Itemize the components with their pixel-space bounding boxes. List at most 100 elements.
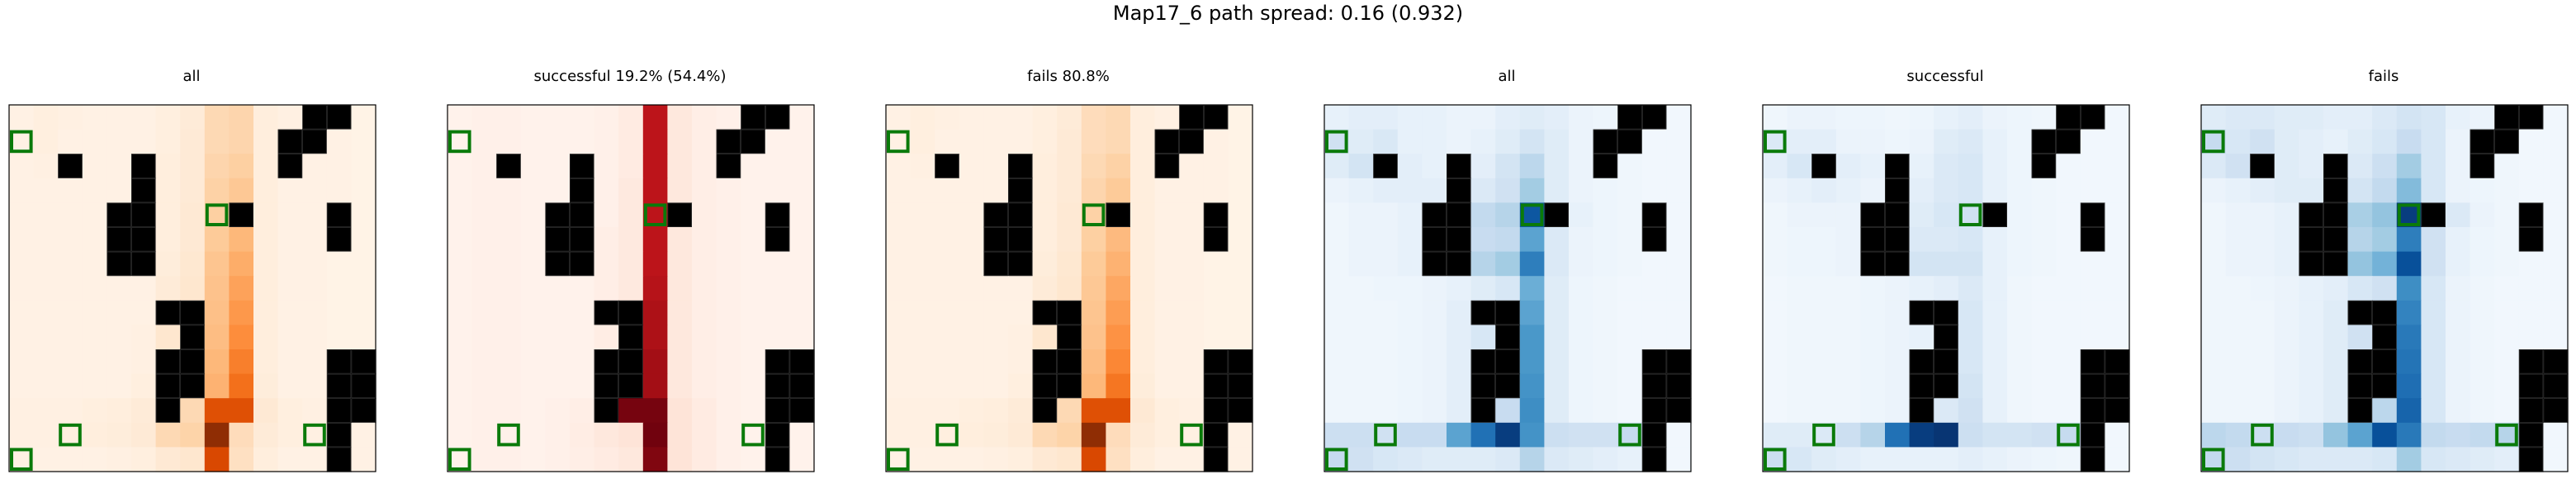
obstacle-cell — [618, 325, 644, 350]
heat-cell — [1835, 398, 1861, 424]
obstacle-edge — [765, 373, 790, 399]
heat-cell — [1835, 447, 1861, 472]
heat-cell — [180, 398, 206, 424]
heat-cell — [2469, 373, 2495, 399]
obstacle-edge — [1885, 202, 1910, 227]
heat-cell — [9, 300, 35, 325]
heat-cell — [58, 227, 83, 253]
heat-cell — [2372, 251, 2398, 277]
obstacle-cell — [1203, 202, 1229, 228]
heat-cell — [1934, 276, 1959, 301]
heat-cell — [1885, 276, 1911, 301]
heat-cell — [910, 349, 935, 375]
heat-cell — [741, 178, 766, 203]
obstacle-edge — [2323, 178, 2348, 203]
heat-cell — [1470, 325, 1496, 350]
obstacle-edge — [1203, 349, 1229, 374]
heat-cell — [2274, 349, 2299, 375]
obstacle-edge — [229, 202, 253, 227]
heat-cell — [2494, 325, 2520, 350]
obstacle-edge — [180, 349, 205, 374]
obstacle-cell — [1447, 202, 1472, 228]
obstacle-edge — [594, 398, 619, 423]
heat-cell — [2007, 325, 2033, 350]
heat-cell — [2469, 227, 2495, 253]
heat-cell — [9, 105, 35, 130]
heat-cell — [58, 300, 83, 325]
heat-cell — [716, 422, 741, 448]
heat-cell — [82, 202, 107, 228]
obstacle-cell — [1617, 129, 1643, 154]
heat-cell — [1081, 300, 1106, 325]
obstacle-edge — [1593, 154, 1618, 178]
heat-cell — [2201, 105, 2227, 130]
heat-cell — [1787, 251, 1812, 277]
heat-cell — [204, 447, 230, 472]
heat-cell — [983, 178, 1009, 203]
heat-cell — [1106, 178, 1131, 203]
obstacle-edge — [2518, 398, 2544, 423]
obstacle-cell — [2518, 227, 2544, 253]
heat-cell — [2201, 373, 2227, 399]
heat-cell — [2225, 154, 2251, 179]
heat-cell — [1447, 349, 1472, 375]
obstacle-edge — [180, 325, 205, 349]
heat-cell — [667, 447, 693, 472]
goal-marker — [10, 130, 33, 154]
heat-cell — [2396, 227, 2422, 253]
heat-cell — [33, 227, 59, 253]
obstacle-cell — [351, 398, 376, 424]
heat-cell — [302, 300, 328, 325]
heat-cell — [1835, 276, 1861, 301]
heat-cell — [1982, 129, 2008, 154]
obstacle-cell — [983, 202, 1009, 228]
heat-cell — [1617, 178, 1643, 203]
heat-cell — [107, 349, 132, 375]
obstacle-cell — [2031, 129, 2057, 154]
heat-cell — [741, 154, 766, 179]
heat-cell — [520, 447, 546, 472]
heat-cell — [716, 227, 741, 253]
heat-cell — [886, 349, 912, 375]
heat-cell — [1763, 398, 1788, 424]
heat-cell — [910, 178, 935, 203]
heat-cell — [765, 325, 790, 350]
heat-cell — [496, 300, 522, 325]
heat-cell — [1154, 227, 1180, 253]
heat-cell — [447, 300, 473, 325]
heat-cell — [1081, 105, 1106, 130]
heat-cell — [131, 276, 157, 301]
heat-cell — [2080, 129, 2105, 154]
heat-cell — [1982, 447, 2008, 472]
obstacle-cell — [1885, 227, 1911, 253]
heatmap-grid — [8, 104, 376, 472]
heat-cell — [1569, 227, 1594, 253]
heat-cell — [1885, 422, 1911, 448]
heat-cell — [2274, 178, 2299, 203]
heat-cell — [1958, 349, 1983, 375]
heat-cell — [2080, 325, 2105, 350]
heat-cell — [1470, 178, 1496, 203]
heat-cell — [1008, 349, 1034, 375]
obstacle-cell — [229, 202, 254, 228]
obstacle-edge — [326, 398, 352, 423]
heat-cell — [1934, 422, 1959, 448]
heat-cell — [2421, 398, 2446, 424]
heat-cell — [1982, 422, 2008, 448]
obstacle-cell — [1057, 325, 1082, 350]
heat-cell — [326, 276, 352, 301]
obstacle-cell — [1154, 154, 1180, 179]
obstacle-cell — [765, 227, 790, 253]
obstacle-cell — [741, 129, 766, 154]
heat-cell — [496, 349, 522, 375]
heat-cell — [594, 105, 619, 130]
heat-cell — [520, 202, 546, 228]
obstacle-cell — [789, 373, 815, 399]
heat-cell — [107, 422, 132, 448]
heat-cell — [2225, 129, 2251, 154]
heat-cell — [716, 178, 741, 203]
heat-cell — [471, 398, 497, 424]
heat-cell — [1154, 251, 1180, 277]
heat-cell — [2225, 227, 2251, 253]
heat-cell — [570, 373, 595, 399]
